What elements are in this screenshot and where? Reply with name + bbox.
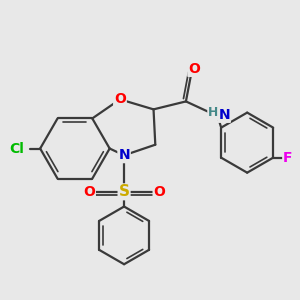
Text: O: O (188, 62, 200, 76)
Text: N: N (218, 108, 230, 122)
Text: Cl: Cl (9, 142, 24, 155)
Text: O: O (114, 92, 126, 106)
Text: S: S (118, 184, 130, 199)
Text: N: N (118, 148, 130, 162)
Text: O: O (154, 185, 165, 199)
Text: O: O (83, 185, 95, 199)
Text: H: H (208, 106, 218, 119)
Text: F: F (283, 151, 292, 165)
